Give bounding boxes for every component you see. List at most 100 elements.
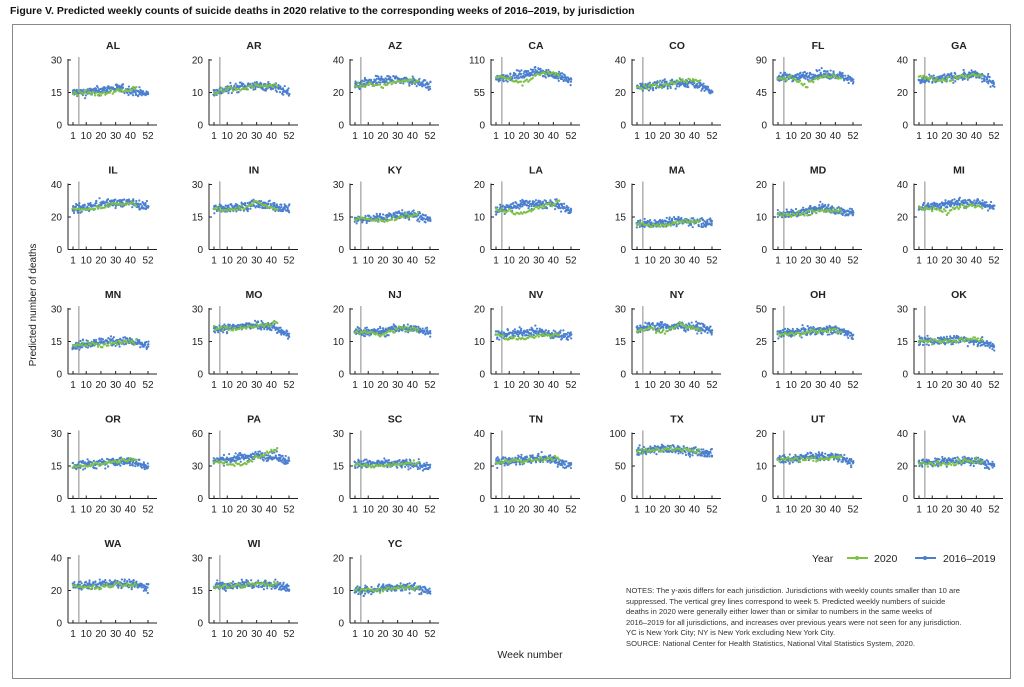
point-2016-2019 [253,319,257,322]
point-2016-2019 [106,87,109,90]
point-2020 [86,340,89,344]
y-tick-label: 0 [338,370,344,381]
point-2016-2019 [852,78,855,81]
x-tick-label: 30 [674,256,686,267]
point-2016-2019 [506,329,509,332]
point-2016-2019 [529,71,533,75]
point-2016-2019 [520,69,523,72]
point-2016-2019 [288,335,291,339]
point-2016-2019 [535,327,539,330]
point-2016-2019 [142,90,145,93]
x-tick-label: 20 [518,380,530,391]
point-2016-2019 [826,70,829,73]
point-2016-2019 [927,205,930,209]
point-2016-2019 [562,76,565,79]
point-2016-2019 [428,216,431,219]
point-2016-2019 [532,333,535,337]
point-2020 [93,94,97,97]
point-2020 [527,336,530,340]
point-2016-2019 [983,78,986,81]
point-2016-2019 [421,327,424,330]
point-2016-2019 [525,203,528,206]
point-2016-2019 [687,85,690,89]
point-2016-2019 [512,202,515,205]
point-2016-2019 [544,76,548,79]
x-tick-label: 10 [645,380,657,391]
point-2016-2019 [848,207,851,210]
point-2016-2019 [531,68,535,71]
x-tick-label: 30 [392,256,404,267]
point-2020 [217,209,220,212]
x-tick-label: 10 [222,256,234,267]
point-2020 [537,335,540,338]
point-2016-2019 [797,73,800,76]
x-tick-label: 20 [800,131,812,142]
point-2016-2019 [962,68,965,72]
point-2020 [544,332,548,335]
point-2020 [543,71,546,75]
point-2016-2019 [794,207,798,211]
y-tick-label: 40 [897,56,909,67]
legend: Year 2020 2016–2019 [812,553,996,565]
point-2016-2019 [428,85,431,88]
point-2016-2019 [418,220,421,223]
point-2016-2019 [784,71,787,74]
point-2020 [951,78,955,82]
point-2020 [650,225,653,228]
x-tick-label: 40 [971,256,983,267]
panel-title: KY [388,165,403,177]
point-2016-2019 [697,225,701,228]
point-2016-2019 [423,329,426,332]
point-2020 [829,75,833,79]
point-2016-2019 [799,72,802,75]
y-tick-label: 0 [761,245,767,256]
point-2016-2019 [145,340,148,344]
point-2016-2019 [502,79,505,82]
point-2016-2019 [986,204,989,207]
point-2016-2019 [418,77,421,80]
point-2020 [368,81,371,84]
point-2016-2019 [702,82,705,85]
point-2020 [226,88,229,92]
y-tick-label: 45 [756,88,768,99]
point-2020 [236,208,239,211]
point-2016-2019 [636,325,639,328]
point-2016-2019 [133,90,136,93]
point-2020 [408,329,411,332]
x-tick-label: 1 [775,131,781,142]
x-tick-label: 52 [565,380,577,391]
point-2016-2019 [958,196,961,199]
point-2020 [135,338,138,341]
figure-frame [12,24,1011,679]
point-2016-2019 [387,334,390,337]
x-tick-label: 10 [504,131,516,142]
point-2016-2019 [424,221,427,224]
point-2016-2019 [240,84,243,87]
panel-title: IN [249,165,260,177]
point-2016-2019 [566,338,570,341]
y-tick-label: 110 [469,56,485,67]
point-2016-2019 [943,73,946,76]
point-2020 [931,76,934,79]
point-2016-2019 [275,205,279,209]
point-2016-2019 [500,330,503,333]
point-2016-2019 [841,213,844,217]
point-2020 [130,88,134,92]
point-2020 [543,205,546,209]
point-2020 [922,74,925,78]
point-2020 [384,217,388,220]
point-2016-2019 [560,202,563,205]
point-2016-2019 [73,88,76,92]
point-2016-2019 [249,82,252,86]
point-2020 [678,77,681,80]
point-2016-2019 [701,218,704,221]
point-2016-2019 [145,347,148,351]
x-tick-label: 20 [377,131,389,142]
point-2016-2019 [837,205,840,209]
point-2016-2019 [364,214,367,218]
point-2016-2019 [986,209,990,212]
point-2020 [535,333,539,336]
point-2016-2019 [95,200,98,203]
point-2016-2019 [108,86,111,89]
